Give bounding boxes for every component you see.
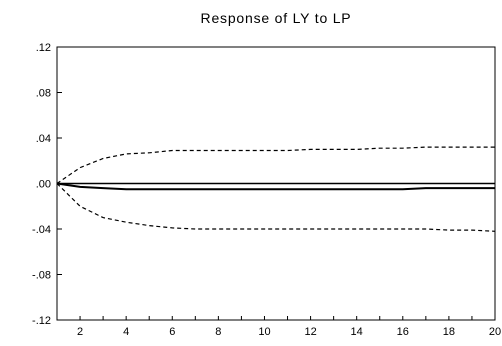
- y-tick-label: .04: [36, 133, 51, 145]
- chart-title: Response of LY to LP: [201, 10, 352, 26]
- x-tick-label: 4: [123, 326, 129, 338]
- x-tick-label: 12: [304, 326, 316, 338]
- lower-band-line: [56, 183, 496, 232]
- upper-band-line: [56, 146, 495, 184]
- x-tick-label: 2: [77, 326, 83, 338]
- x-tick-label: 18: [443, 326, 455, 338]
- x-tick-label: 20: [489, 326, 501, 338]
- y-tick-label: -.04: [32, 224, 51, 236]
- x-tick-label: 14: [351, 326, 363, 338]
- x-tick-label: 16: [397, 326, 409, 338]
- y-tick-label: .00: [36, 179, 51, 191]
- x-tick-label: 10: [258, 326, 270, 338]
- x-tick-label: 6: [169, 326, 175, 338]
- y-tick-label: -.08: [32, 270, 51, 282]
- y-tick-label: -.12: [32, 315, 51, 327]
- y-tick-label: .08: [36, 88, 51, 100]
- y-tick-label: .12: [36, 42, 51, 54]
- response-line: [56, 182, 495, 191]
- x-tick-label: 8: [215, 326, 221, 338]
